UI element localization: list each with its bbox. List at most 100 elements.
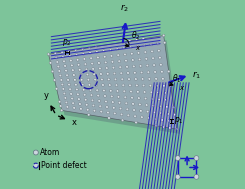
- Circle shape: [139, 104, 140, 105]
- Circle shape: [127, 114, 130, 117]
- Circle shape: [132, 59, 133, 60]
- Circle shape: [58, 66, 59, 67]
- Circle shape: [90, 57, 93, 60]
- Circle shape: [80, 74, 81, 75]
- Circle shape: [125, 59, 127, 62]
- Circle shape: [81, 47, 84, 50]
- Circle shape: [160, 112, 161, 113]
- Circle shape: [119, 66, 122, 69]
- Circle shape: [47, 53, 50, 56]
- Circle shape: [68, 50, 69, 51]
- Circle shape: [61, 109, 62, 111]
- Circle shape: [135, 78, 137, 81]
- Circle shape: [109, 84, 110, 85]
- Circle shape: [167, 70, 170, 73]
- Circle shape: [150, 43, 152, 46]
- Circle shape: [119, 102, 120, 103]
- Circle shape: [83, 89, 84, 90]
- Circle shape: [153, 105, 154, 106]
- Circle shape: [61, 51, 63, 53]
- Circle shape: [173, 107, 174, 108]
- Circle shape: [161, 70, 163, 73]
- Circle shape: [172, 106, 175, 109]
- Circle shape: [126, 66, 127, 67]
- Circle shape: [132, 59, 134, 61]
- Circle shape: [167, 113, 168, 114]
- Circle shape: [103, 89, 105, 92]
- Circle shape: [60, 109, 63, 112]
- Circle shape: [103, 56, 106, 58]
- Text: $r_1$: $r_1$: [192, 69, 201, 81]
- Circle shape: [166, 106, 167, 107]
- Circle shape: [163, 35, 164, 36]
- Circle shape: [75, 83, 77, 86]
- Circle shape: [91, 94, 92, 95]
- Circle shape: [135, 122, 136, 123]
- Circle shape: [133, 65, 135, 68]
- Circle shape: [126, 108, 127, 109]
- Circle shape: [90, 57, 91, 58]
- Circle shape: [114, 78, 117, 81]
- Circle shape: [134, 115, 135, 116]
- Circle shape: [100, 111, 101, 112]
- Circle shape: [147, 71, 150, 74]
- Circle shape: [158, 99, 159, 100]
- Polygon shape: [49, 36, 177, 129]
- Circle shape: [92, 68, 95, 70]
- Circle shape: [139, 65, 142, 67]
- Circle shape: [108, 79, 109, 80]
- Circle shape: [126, 66, 128, 68]
- Circle shape: [163, 84, 165, 87]
- Circle shape: [151, 50, 153, 53]
- Circle shape: [104, 95, 105, 96]
- Circle shape: [133, 109, 134, 110]
- Circle shape: [113, 67, 114, 68]
- Circle shape: [96, 51, 98, 53]
- Circle shape: [129, 40, 130, 41]
- Text: $x$: $x$: [135, 44, 141, 52]
- Circle shape: [56, 88, 57, 89]
- Circle shape: [145, 58, 148, 60]
- Circle shape: [62, 56, 63, 57]
- Circle shape: [165, 99, 167, 101]
- Circle shape: [112, 107, 115, 109]
- Circle shape: [151, 51, 152, 52]
- Circle shape: [85, 98, 87, 101]
- Circle shape: [161, 71, 162, 72]
- Circle shape: [120, 72, 123, 75]
- Circle shape: [54, 52, 55, 53]
- Circle shape: [162, 126, 163, 127]
- Circle shape: [148, 117, 149, 118]
- Circle shape: [95, 46, 96, 47]
- Circle shape: [102, 84, 103, 85]
- Circle shape: [87, 79, 89, 80]
- Circle shape: [164, 91, 166, 94]
- Circle shape: [117, 96, 120, 98]
- Circle shape: [79, 103, 81, 105]
- Circle shape: [76, 59, 79, 61]
- Circle shape: [50, 62, 51, 63]
- Circle shape: [81, 84, 84, 86]
- Circle shape: [144, 45, 145, 46]
- Circle shape: [117, 54, 120, 57]
- Circle shape: [130, 91, 131, 92]
- Circle shape: [55, 57, 56, 58]
- Circle shape: [98, 100, 101, 102]
- Circle shape: [104, 95, 106, 97]
- Circle shape: [170, 85, 171, 86]
- Circle shape: [152, 105, 155, 107]
- Circle shape: [136, 91, 139, 93]
- Circle shape: [110, 90, 111, 91]
- Circle shape: [122, 84, 123, 85]
- Circle shape: [175, 128, 178, 130]
- Circle shape: [54, 52, 57, 54]
- Circle shape: [89, 89, 92, 91]
- Circle shape: [111, 60, 114, 63]
- Circle shape: [89, 52, 90, 53]
- Circle shape: [63, 60, 64, 61]
- Circle shape: [125, 60, 126, 61]
- Circle shape: [174, 114, 175, 115]
- Circle shape: [140, 110, 142, 112]
- Text: x: x: [72, 119, 76, 127]
- Circle shape: [62, 88, 65, 90]
